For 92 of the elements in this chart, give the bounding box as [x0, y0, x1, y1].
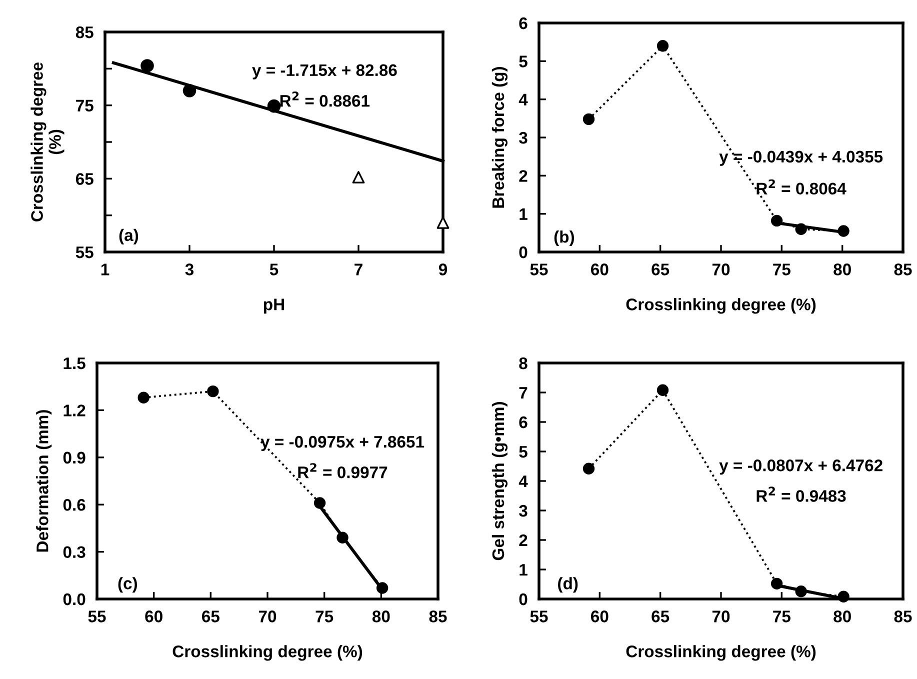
point: [656, 40, 669, 52]
y-tick-label: 1: [520, 208, 528, 220]
annotation: (c): [118, 577, 137, 593]
x-tick-label: 60: [145, 610, 162, 622]
x-tick-label: 55: [530, 264, 548, 276]
y-tick-label: 0: [519, 593, 528, 606]
y-tick-label: 75: [76, 100, 94, 112]
point: [182, 84, 196, 98]
point: [656, 384, 669, 396]
x-axis-title: Crosslinking degree (%): [626, 298, 816, 314]
y-tick-label: 3: [519, 132, 528, 144]
point: [795, 223, 807, 235]
point: [140, 59, 154, 72]
point: [838, 225, 850, 237]
y-tick-label: 0: [519, 246, 528, 258]
y-tick-label: 0.0: [63, 593, 86, 606]
point: [838, 590, 850, 602]
x-tick-label: 80: [372, 610, 390, 622]
annotation: y = -0.0807x + 6.4762: [719, 460, 882, 475]
x-tick-label: 80: [834, 264, 851, 276]
x-tick-label: 7: [354, 264, 362, 276]
x-tick-label: 85: [894, 264, 912, 276]
point: [436, 216, 450, 229]
point: [336, 532, 348, 544]
x-axis-title: Crosslinking degree (%): [172, 645, 362, 661]
annotation: y = -1.715x + 82.86: [252, 64, 397, 80]
point: [314, 497, 326, 509]
annotation: R$^{2}$ = 0.9977: [298, 463, 388, 478]
point: [207, 385, 219, 398]
point: [770, 578, 783, 590]
y-tick-label: 5: [519, 56, 528, 68]
y-tick-label: 85: [76, 26, 94, 38]
x-tick-label: 65: [202, 610, 220, 622]
x-tick-label: 85: [429, 610, 447, 622]
x-tick-label: 75: [773, 610, 790, 622]
x-axis-title: pH: [264, 298, 284, 314]
y-axis-title: Gel strength (g•mm): [492, 402, 508, 560]
x-tick-label: 70: [712, 264, 730, 276]
y-tick-label: 3: [519, 504, 528, 517]
point: [582, 462, 595, 474]
x-tick-label: 55: [88, 610, 106, 622]
annotation: (a): [119, 228, 138, 244]
annotation: y = -0.0439x + 4.0355: [719, 150, 883, 166]
x-tick-label: 65: [652, 610, 670, 622]
x-tick-label: 5: [270, 264, 278, 276]
point: [267, 99, 281, 113]
y-tick-label: 6: [519, 416, 528, 428]
point: [352, 170, 365, 184]
x-tick-label: 80: [834, 610, 851, 622]
x-tick-label: 65: [652, 264, 670, 276]
y-tick-label: 4: [518, 94, 528, 106]
x-tick-label: 75: [773, 264, 790, 276]
y-tick-label: 0.6: [63, 499, 86, 511]
annotation: (d): [558, 577, 578, 593]
y-tick-label: 2: [519, 534, 528, 546]
y-tick-label: 6: [519, 17, 528, 30]
y-axis-title: Breaking force (g): [492, 67, 508, 208]
y-tick-label: 2: [519, 170, 528, 182]
annotation: R$^{2}$ = 0.8064: [756, 179, 846, 195]
annotation: R$^{2}$ = 0.8861: [280, 92, 370, 107]
y-tick-label: 5: [519, 446, 528, 458]
y-tick-label: 0.9: [63, 452, 86, 464]
x-tick-label: 9: [438, 264, 448, 276]
x-tick-label: 1: [101, 264, 110, 276]
x-tick-label: 60: [591, 264, 608, 276]
y-tick-label: 1: [520, 564, 528, 576]
x-tick-label: 75: [316, 610, 334, 622]
point: [376, 582, 388, 594]
annotation: (b): [554, 230, 574, 246]
y-tick-label: 4: [518, 476, 528, 488]
x-axis-title: Crosslinking degree (%): [626, 645, 816, 661]
x-tick-label: 60: [591, 610, 608, 622]
x-tick-label: 70: [258, 610, 276, 622]
point: [770, 214, 783, 227]
y-tick-label: 7: [519, 387, 528, 399]
y-axis-title: Deformation (mm): [36, 410, 52, 552]
y-tick-label: 55: [76, 246, 94, 258]
x-tick-label: 55: [530, 610, 548, 622]
point: [795, 585, 807, 598]
point: [582, 113, 595, 126]
y-tick-label: 1.2: [64, 404, 86, 416]
y-tick-label: 8: [519, 357, 528, 370]
y-tick-label: 1.5: [64, 358, 86, 370]
point: [138, 392, 150, 404]
y-axis-title: Crosslinking degree (%): [30, 62, 64, 222]
x-tick-label: 3: [185, 264, 194, 276]
y-tick-label: 65: [76, 173, 94, 185]
y-tick-label: 0.3: [63, 546, 86, 558]
annotation: R$^{2}$ = 0.9483: [756, 486, 846, 502]
x-tick-label: 85: [894, 610, 912, 622]
x-tick-label: 70: [712, 610, 730, 622]
annotation: y = -0.0975x + 7.8651: [260, 436, 424, 452]
